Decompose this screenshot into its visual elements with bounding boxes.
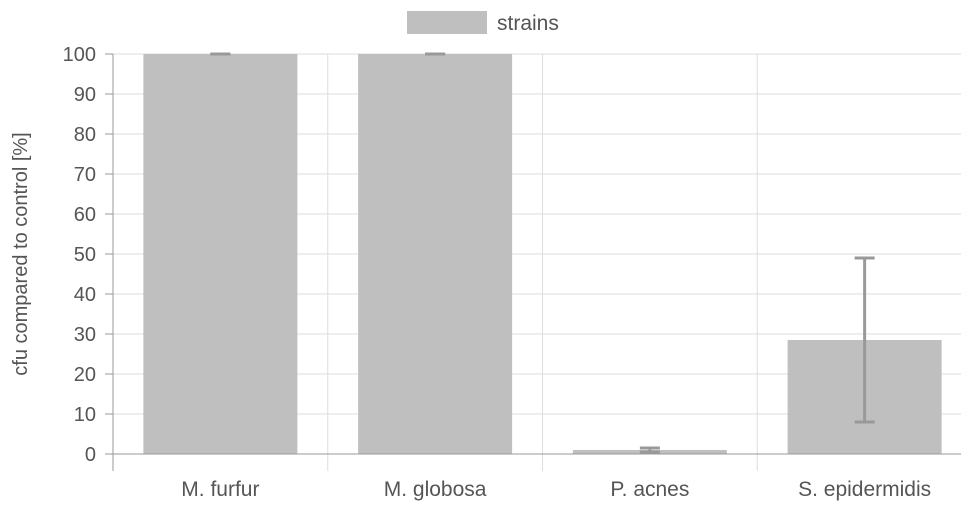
y-tick-labels: 0 10 20 30 40 50 60 70 80 90 100: [63, 44, 96, 466]
y-tick-label: 10: [74, 404, 96, 426]
x-tick-labels: M. furfur M. globosa P. acnes S. epidermidi…: [181, 478, 931, 501]
x-tick-label: S. epidermidis: [798, 478, 931, 501]
y-tick-label: 60: [74, 204, 96, 226]
y-tick-label: 100: [63, 44, 96, 66]
y-tick-label: 90: [74, 84, 96, 106]
legend-swatch: [407, 11, 487, 34]
y-tick-label: 40: [74, 284, 96, 306]
bar: [358, 54, 513, 454]
axes: [105, 53, 961, 471]
y-tick-label: 0: [85, 444, 96, 466]
y-tick-label: 50: [74, 244, 96, 266]
error-bars: [210, 52, 875, 454]
legend: strains: [407, 11, 559, 35]
y-tick-label: 20: [74, 364, 96, 386]
bar: [143, 54, 298, 454]
x-tick-label: M. globosa: [384, 478, 487, 501]
x-tick-label: P. acnes: [610, 478, 689, 501]
y-tick-label: 30: [74, 324, 96, 346]
y-tick-label: 80: [74, 124, 96, 146]
y-axis-title: cfu compared to control [%]: [10, 132, 32, 375]
legend-label: strains: [497, 12, 559, 35]
y-tick-label: 70: [74, 164, 96, 186]
x-tick-label: M. furfur: [181, 478, 259, 501]
